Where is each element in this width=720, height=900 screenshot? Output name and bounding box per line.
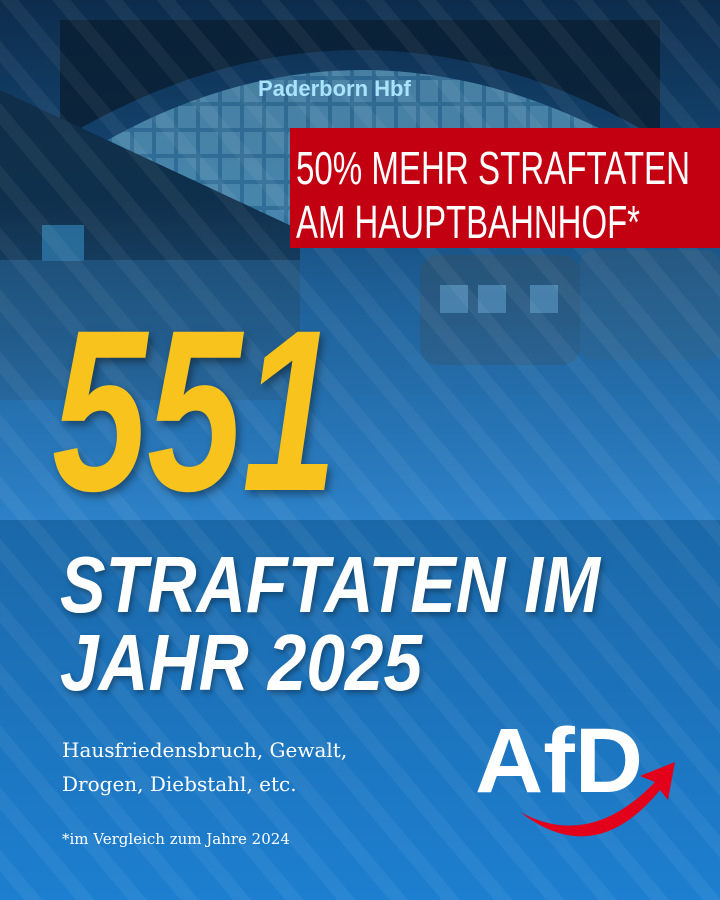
- banner-line: 50% MEHR STRAFTATEN: [296, 142, 690, 194]
- logo-text: AfD: [475, 710, 643, 812]
- headline-line: JAHR 2025: [60, 618, 423, 707]
- footnote: *im Vergleich zum Jahre 2024: [62, 830, 290, 848]
- logo: AfD: [475, 710, 675, 837]
- headline-line: STRAFTATEN IM: [60, 540, 602, 629]
- station-sign: Paderborn Hbf: [258, 76, 411, 101]
- logo-swoosh: [520, 762, 675, 837]
- banner-line: AM HAUPTBAHNHOF*: [296, 196, 640, 248]
- description-line: Drogen, Diebstahl, etc.: [62, 772, 297, 796]
- headline-number: 551: [52, 282, 337, 539]
- banner: [290, 128, 720, 248]
- description-line: Hausfriedensbruch, Gewalt,: [62, 738, 347, 762]
